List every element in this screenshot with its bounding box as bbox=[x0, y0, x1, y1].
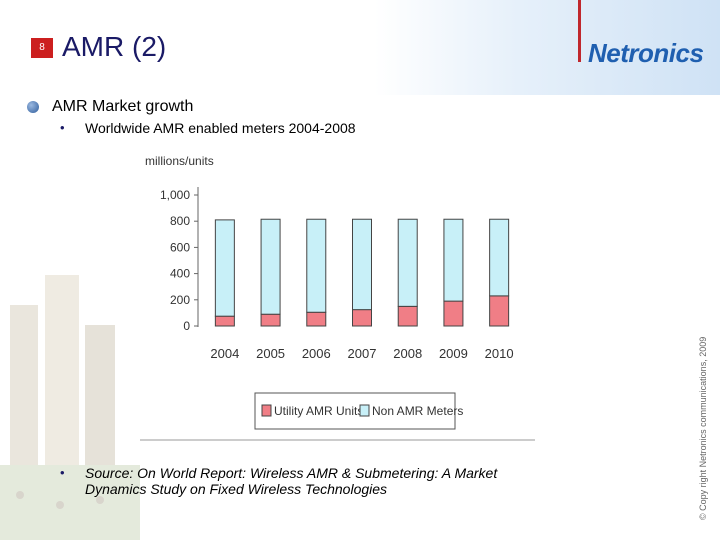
copyright-text: © Copy right Netronics communications, 2… bbox=[698, 336, 708, 520]
y-tick-label: 200 bbox=[170, 293, 190, 307]
bar-utility-amr-2010 bbox=[489, 295, 510, 327]
company-logo: Netronics bbox=[588, 38, 704, 68]
source-citation: Source: On World Report: Wireless AMR & … bbox=[85, 465, 498, 497]
bar-utility-amr-2006 bbox=[306, 311, 327, 327]
x-tick-label: 2010 bbox=[485, 346, 514, 361]
bar-utility-amr-2007 bbox=[352, 309, 372, 327]
bar-non-amr-2006 bbox=[306, 218, 327, 313]
bullet-icon bbox=[27, 101, 39, 113]
bar-utility-amr-2005 bbox=[260, 313, 281, 327]
y-axis-label: millions/units bbox=[145, 154, 214, 168]
y-tick-label: 600 bbox=[170, 240, 190, 254]
bar-utility-amr-2008 bbox=[397, 305, 418, 327]
y-tick-label: 1,000 bbox=[160, 188, 190, 202]
y-tick-label: 400 bbox=[170, 267, 190, 281]
bar-non-amr-2009 bbox=[443, 218, 464, 302]
legend-swatch bbox=[359, 404, 370, 417]
x-tick-label: 2008 bbox=[393, 346, 422, 361]
bar-non-amr-2005 bbox=[260, 218, 281, 315]
bar-utility-amr-2004 bbox=[214, 315, 235, 327]
page-title: AMR (2) bbox=[62, 31, 167, 62]
sub-bullet-icon: • bbox=[60, 120, 65, 135]
logo-divider bbox=[578, 0, 581, 62]
y-tick-label: 800 bbox=[170, 214, 190, 228]
x-tick-label: 2006 bbox=[302, 346, 331, 361]
slide-number: 8 bbox=[31, 38, 53, 58]
x-tick-label: 2005 bbox=[256, 346, 285, 361]
header-band bbox=[0, 0, 720, 95]
bullet-main: AMR Market growth bbox=[52, 98, 194, 115]
y-tick-label: 0 bbox=[183, 319, 190, 333]
legend-swatch bbox=[261, 404, 272, 417]
bar-non-amr-2004 bbox=[214, 219, 235, 317]
sub-bullet-icon: • bbox=[60, 465, 65, 480]
bar-non-amr-2010 bbox=[489, 218, 510, 297]
x-tick-label: 2009 bbox=[439, 346, 468, 361]
legend-box bbox=[254, 392, 456, 430]
bar-non-amr-2008 bbox=[397, 218, 418, 307]
city-background-image bbox=[0, 275, 140, 540]
legend-label: Non AMR Meters bbox=[372, 404, 463, 418]
x-tick-label: 2007 bbox=[348, 346, 377, 361]
bar-utility-amr-2009 bbox=[443, 300, 464, 327]
legend-label: Utility AMR Units bbox=[274, 404, 363, 418]
amr-chart: millions/units 0 200 400 600 800 1,000 2004 20… bbox=[140, 154, 535, 441]
bullet-sub: Worldwide AMR enabled meters 2004-2008 bbox=[85, 120, 356, 136]
bar-non-amr-2007 bbox=[352, 218, 372, 311]
x-tick-label: 2004 bbox=[210, 346, 239, 361]
